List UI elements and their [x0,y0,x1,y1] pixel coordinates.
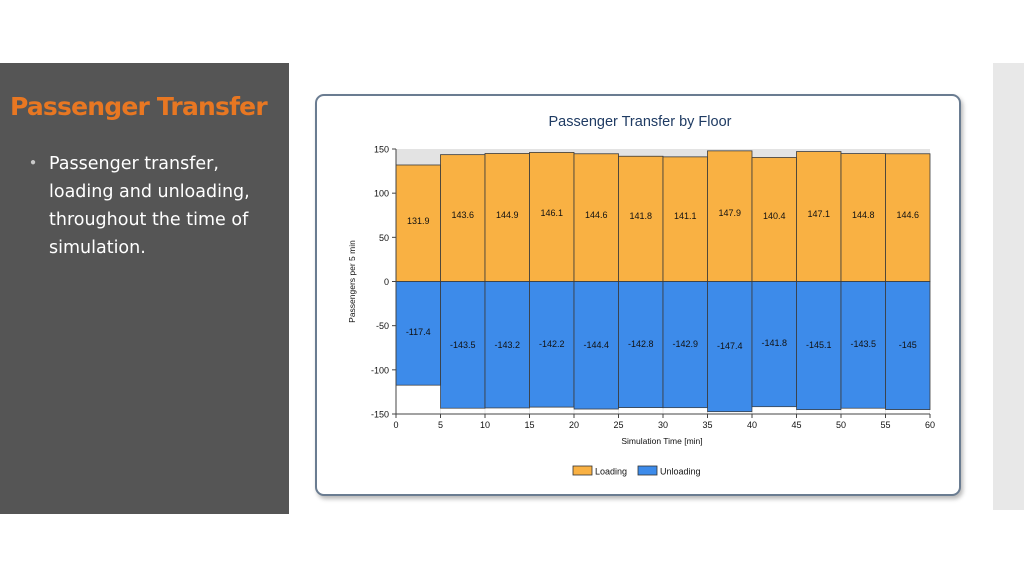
slide-title: Passenger Transfer [10,92,268,121]
unloading-data-label: -142.8 [628,339,654,349]
y-tick-label: 50 [379,233,389,243]
unloading-data-label: -142.2 [539,339,565,349]
x-tick-label: 5 [438,420,443,430]
x-tick-label: 0 [393,420,398,430]
loading-data-label: 141.1 [674,211,697,221]
loading-bar [395,164,441,282]
plot-blank-area [707,412,752,414]
unloading-data-label: -143.5 [450,340,476,350]
loading-data-label: 144.8 [852,210,875,220]
loading-data-label: 131.9 [407,216,430,226]
loading-data-label: 147.9 [718,208,741,218]
x-tick-label: 60 [925,420,935,430]
plot-blank-area [529,407,574,414]
x-axis-label: Simulation Time [min] [621,436,702,446]
unloading-data-label: -147.4 [717,341,743,351]
plot-blank-area [752,407,797,414]
loading-bar [484,153,530,282]
y-tick-label: -150 [371,410,389,420]
plot-blank-area [796,410,841,414]
right-edge-strip [993,63,1024,510]
loading-bar [662,156,708,282]
legend-loading-swatch [572,465,593,476]
y-tick-label: 100 [374,189,389,199]
y-tick-label: 0 [384,277,389,287]
unloading-bar [796,281,842,411]
x-tick-label: 35 [702,420,712,430]
y-tick-label: -100 [371,365,389,375]
loading-bar [885,153,931,282]
unloading-bar [395,281,441,386]
loading-bar [529,152,575,282]
unloading-data-label: -145.1 [806,340,832,350]
legend-unloading-label: Unloading [660,467,701,477]
unloading-data-label: -142.9 [672,339,698,349]
plot-blank-area [663,408,708,414]
loading-bar [618,155,664,282]
unloading-data-label: -143.5 [850,339,876,349]
loading-data-label: 141.8 [629,211,652,221]
loading-bar [440,154,486,282]
loading-bar [751,157,797,282]
y-axis-label: Passengers per 5 min [347,240,357,323]
unloading-data-label: -143.2 [494,340,520,350]
loading-data-label: 147.1 [807,209,830,219]
plot-blank-area [885,409,930,414]
title-panel [0,63,289,514]
x-tick-label: 20 [569,420,579,430]
loading-data-label: 140.4 [763,211,786,221]
loading-data-label: 143.6 [451,210,474,220]
plot-blank-area [841,408,886,414]
plot-blank-area [396,385,441,414]
unloading-bar [840,281,886,409]
legend-loading-label: Loading [595,467,627,477]
unloading-bar [573,281,619,410]
plot-blank-area [485,408,530,414]
loading-bar [707,150,753,282]
bullet-dot-icon: ● [30,157,37,168]
x-tick-label: 45 [791,420,801,430]
unloading-bar [662,281,708,409]
x-tick-label: 40 [747,420,757,430]
bullet-text: Passenger transfer, loading and unloadin… [49,154,250,258]
unloading-bar [751,281,797,408]
loading-data-label: 144.9 [496,210,519,220]
unloading-data-label: -144.4 [583,340,609,350]
x-tick-label: 30 [658,420,668,430]
loading-data-label: 144.6 [585,210,608,220]
plot-blank-area [574,409,619,414]
plot-blank-area [618,408,663,414]
loading-data-label: 146.1 [540,208,563,218]
legend-unloading-swatch [637,465,658,476]
x-tick-label: 50 [836,420,846,430]
unloading-bar [885,281,931,410]
loading-data-label: 144.6 [896,210,919,220]
bullet-item: ● Passenger transfer, loading and unload… [30,150,270,262]
x-tick-label: 15 [524,420,534,430]
x-tick-label: 55 [880,420,890,430]
x-tick-label: 10 [480,420,490,430]
y-tick-label: 150 [374,145,389,155]
unloading-data-label: -145 [899,340,917,350]
loading-bar [796,151,842,282]
unloading-bar [707,281,753,413]
x-tick-label: 25 [613,420,623,430]
y-tick-label: -50 [376,321,389,331]
chart-title: Passenger Transfer by Floor [549,114,732,130]
unloading-data-label: -117.4 [406,327,431,337]
unloading-bar [440,281,486,409]
plot-blank-area [440,408,485,414]
unloading-data-label: -141.8 [761,338,787,348]
